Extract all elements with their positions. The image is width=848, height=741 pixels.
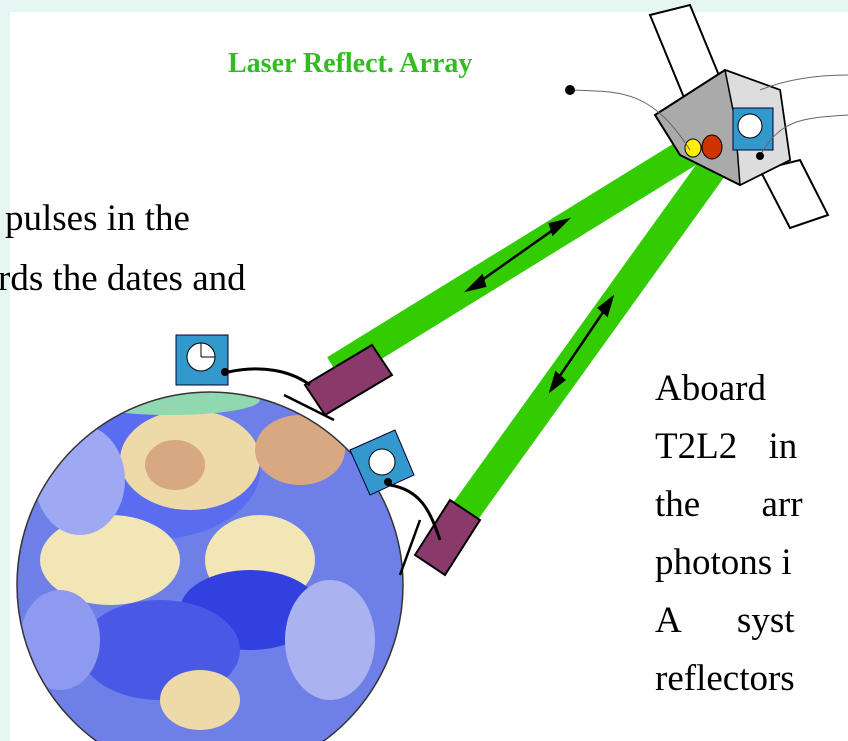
telescope <box>283 343 482 577</box>
right-text: T2L2 in <box>655 426 797 467</box>
clock <box>175 334 442 541</box>
left-text: rds the dates and <box>0 258 246 299</box>
laser-beam <box>439 151 731 539</box>
right-text: photons i <box>655 542 792 583</box>
arrows <box>464 217 615 394</box>
right-text: Aboard <box>655 368 766 409</box>
array-label: Laser Reflect. Array <box>228 48 472 79</box>
right-text: A syst <box>655 600 795 641</box>
right-text: reflectors <box>655 658 795 699</box>
satellite <box>565 3 848 230</box>
laser-beam <box>327 135 703 383</box>
right-text: the arr <box>655 484 803 525</box>
left-text: pulses in the <box>5 198 190 239</box>
earth <box>17 392 403 741</box>
